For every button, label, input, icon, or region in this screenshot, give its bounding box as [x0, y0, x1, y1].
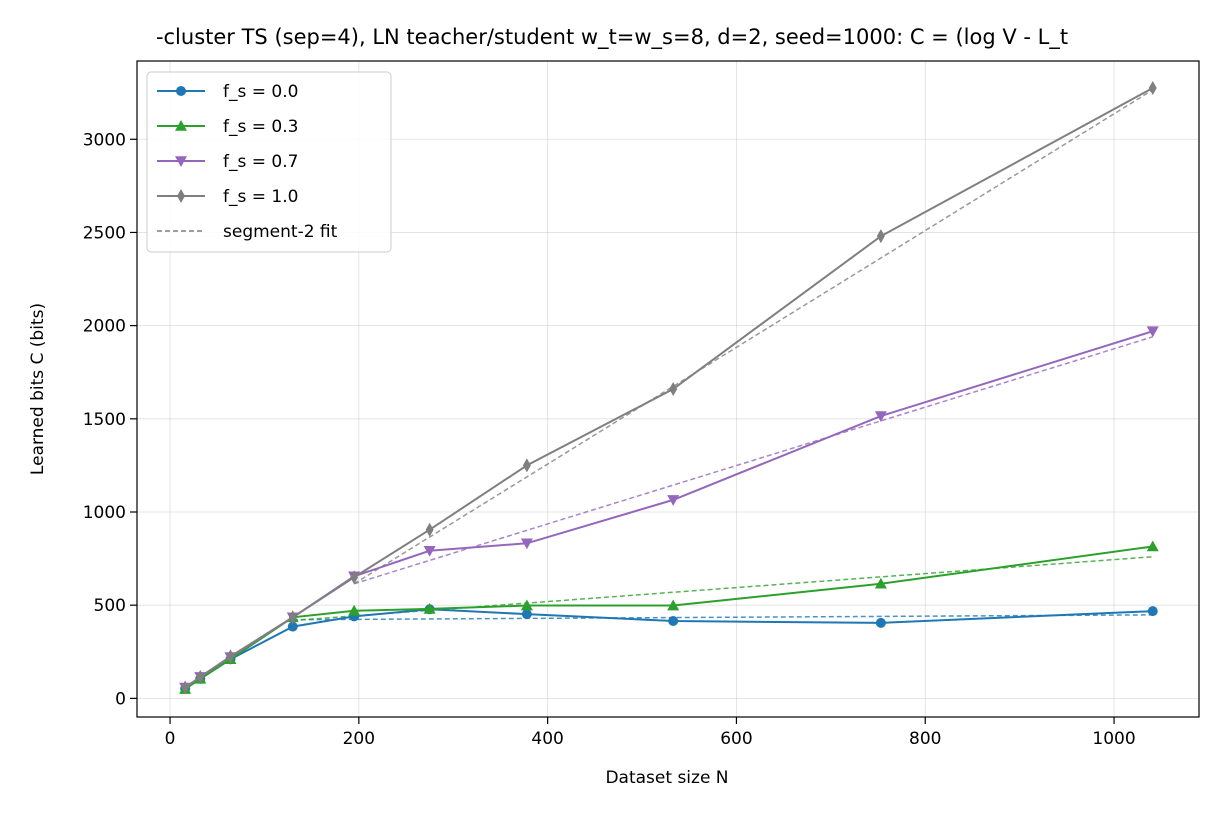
data-point [350, 570, 359, 585]
y-tick-label: 1500 [83, 410, 126, 430]
data-point [521, 609, 532, 620]
fit-lines [292, 89, 1154, 622]
fit-line-f-s-1-0 [353, 89, 1154, 585]
series-f-s-1-0 [181, 81, 1157, 695]
legend-marker [175, 156, 187, 167]
legend-entry: segment-2 fit [157, 222, 338, 242]
y-tick-label: 0 [115, 689, 126, 709]
series-f-s-0-3 [179, 540, 1159, 694]
data-point [520, 538, 533, 550]
data-point [423, 602, 436, 614]
legend-entry: f_s = 0.7 [157, 152, 298, 172]
grid [137, 61, 1199, 717]
legend-entry: f_s = 0.0 [157, 82, 298, 102]
data-point [875, 617, 886, 628]
legend-label: segment-2 fit [223, 222, 338, 242]
data-point [520, 599, 533, 611]
data-point [874, 577, 887, 589]
chart-title: -cluster TS (sep=4), LN teacher/student … [156, 25, 1068, 50]
data-point [667, 495, 680, 506]
plot-frame [136, 60, 1200, 718]
y-tick-label: 2500 [83, 223, 126, 243]
series-lines [179, 81, 1159, 695]
data-point [668, 616, 679, 627]
legend-entry: f_s = 0.3 [157, 117, 298, 137]
legend-marker [175, 120, 187, 131]
y-axis-label: Learned bits C (bits) [28, 303, 48, 475]
x-tick-label: 1000 [1092, 729, 1135, 749]
data-point [876, 229, 885, 244]
x-tick-label: 400 [531, 729, 563, 749]
y-tick-label: 2000 [83, 317, 126, 337]
x-tick-label: 600 [720, 729, 752, 749]
legend-label: f_s = 0.3 [223, 117, 298, 137]
data-point [348, 604, 361, 616]
x-axis: 0 200 400 600 800 1000 [165, 717, 1136, 749]
x-tick-label: 800 [909, 729, 941, 749]
legend-entry: f_s = 1.0 [157, 187, 298, 207]
series-line [184, 87, 1154, 689]
legend-marker [177, 189, 185, 203]
data-point [1147, 606, 1158, 617]
data-point [196, 669, 205, 684]
data-point [667, 599, 680, 611]
data-point [287, 621, 298, 632]
fit-line-f-s-0-0 [292, 614, 1153, 621]
legend-box [146, 71, 392, 253]
legend-label: f_s = 0.7 [223, 152, 298, 172]
data-point [1146, 326, 1159, 338]
y-tick-label: 1000 [83, 503, 126, 523]
data-point [423, 545, 436, 557]
series-line [184, 545, 1153, 690]
y-tick-label: 3000 [83, 130, 126, 150]
y-axis: 0 500 1000 1500 2000 2500 3000 [83, 130, 137, 709]
data-point [1148, 81, 1157, 96]
legend-label: f_s = 1.0 [223, 187, 298, 207]
legend-marker [176, 86, 186, 96]
fit-line-f-s-0-7 [353, 336, 1153, 585]
data-point [1146, 540, 1159, 552]
data-point [226, 649, 235, 664]
legend: f_s = 0.0 f_s = 0.3 f_s = 0.7 f_s = 1.0 segm… [146, 71, 392, 253]
x-tick-label: 0 [165, 729, 176, 749]
data-point [425, 522, 434, 537]
x-axis-label: Dataset size N [605, 768, 728, 788]
y-tick-label: 500 [94, 596, 126, 616]
x-tick-label: 200 [343, 729, 375, 749]
data-point [288, 610, 297, 625]
data-point [669, 382, 678, 396]
data-point [522, 458, 531, 473]
data-point [874, 411, 887, 423]
legend-label: f_s = 0.0 [223, 82, 298, 102]
data-point [181, 680, 190, 695]
